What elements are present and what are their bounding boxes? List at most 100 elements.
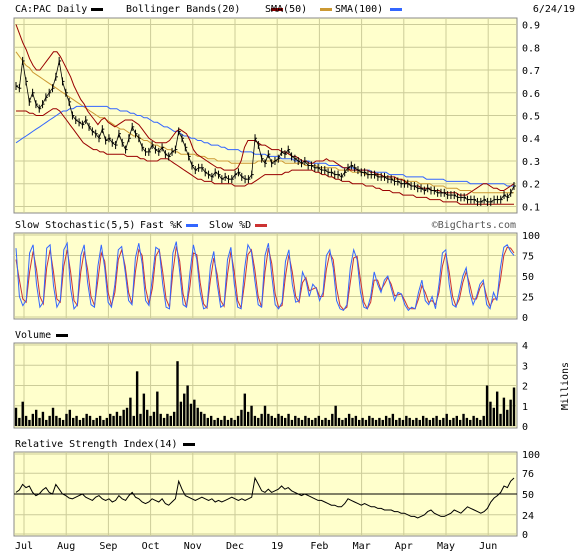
volume-bar	[415, 417, 418, 426]
volume-bar	[337, 417, 341, 426]
volume-bar	[45, 419, 48, 426]
value-tick-label: 50	[522, 490, 534, 501]
volume-bar	[469, 419, 472, 426]
volume-bar	[432, 417, 435, 426]
volume-bar	[341, 419, 344, 426]
volume-bar	[462, 413, 465, 426]
volume-bar	[162, 417, 166, 426]
month-tick-label: Oct	[142, 541, 160, 552]
volume-bar	[129, 397, 132, 426]
value-tick-label: 75	[522, 252, 534, 263]
volume-bar	[502, 397, 506, 426]
volume-bar	[358, 419, 361, 426]
month-tick-label: Jul	[15, 541, 33, 552]
volume-bar	[88, 415, 92, 426]
volume-bar	[209, 415, 213, 426]
volume-bar	[75, 415, 78, 426]
value-tick-label: 0.7	[522, 66, 540, 77]
volume-bar	[260, 413, 263, 426]
volume-bar	[290, 419, 294, 426]
volume-bar	[34, 409, 38, 426]
volume-bar	[18, 417, 21, 426]
volume-bar	[51, 407, 55, 426]
volume-bar	[381, 419, 384, 426]
volume-bar	[445, 413, 448, 426]
sma50-label: SMA(50)	[265, 4, 307, 15]
volume-bar	[196, 407, 199, 426]
volume-bar	[368, 415, 371, 426]
volume-bar	[193, 399, 196, 426]
volume-bar	[391, 413, 395, 426]
volume-bar	[287, 413, 290, 426]
value-tick-label: 2	[522, 382, 528, 393]
volume-bar	[263, 405, 267, 426]
month-tick-label: 19	[271, 541, 283, 552]
month-tick-label: Feb	[310, 541, 328, 552]
volume-bar	[186, 385, 189, 426]
volume-bar	[236, 415, 240, 426]
sma100-legend-swatch	[390, 8, 402, 11]
stoch-fast-line	[15, 241, 515, 312]
value-tick-label: 0	[522, 422, 528, 433]
volume-bar	[304, 415, 307, 426]
volume-bar	[31, 413, 35, 426]
volume-bar	[388, 417, 391, 426]
volume-bar	[65, 413, 68, 426]
rsi-swatch	[183, 443, 195, 446]
volume-bar	[492, 407, 496, 426]
value-tick-label: 3	[522, 361, 528, 372]
volume-bar	[479, 419, 482, 426]
sma50-legend-swatch	[320, 8, 332, 11]
volume-bar	[347, 413, 351, 426]
volume-bar	[283, 417, 287, 426]
volume-bar	[405, 415, 408, 426]
date-label: 6/24/19	[533, 4, 575, 15]
bollinger-label: Bollinger Bands(20)	[126, 4, 240, 15]
month-tick-label: Jun	[479, 541, 497, 552]
month-tick-label: Apr	[395, 541, 413, 552]
volume-bar	[159, 413, 162, 426]
volume-bar	[109, 413, 112, 426]
volume-bar	[216, 417, 220, 426]
volume-bar	[344, 417, 347, 426]
volume-bar	[411, 419, 415, 426]
volume-bar	[28, 419, 31, 426]
value-tick-label: 1	[522, 402, 528, 413]
symbol-label: CA:PAC Daily	[15, 4, 87, 15]
volume-bar	[506, 409, 509, 426]
rsi-line	[15, 476, 515, 519]
volume-bar	[465, 417, 469, 426]
month-tick-label: Sep	[99, 541, 117, 552]
volume-bar	[334, 405, 337, 426]
value-tick-label: 24	[522, 511, 534, 522]
volume-bar	[300, 419, 304, 426]
volume-bar	[310, 419, 314, 426]
bollinger-lower-line	[16, 108, 514, 205]
volume-bar	[169, 415, 172, 426]
volume-bar	[132, 415, 135, 426]
volume-bar	[324, 417, 327, 426]
month-tick-label: Mar	[353, 541, 371, 552]
axes-layer: Jul Aug Sep Oct Nov Dec 19 Feb Mar Apr May Jun 0.1 0.…	[15, 21, 540, 552]
volume-bar	[183, 393, 186, 426]
value-tick-label: 0.5	[522, 112, 540, 123]
volume-bar	[482, 415, 485, 426]
volume-bar	[206, 417, 209, 426]
value-tick-label: 0.4	[522, 134, 540, 145]
volume-bar	[331, 413, 334, 426]
volume-bar	[102, 419, 105, 426]
volume-bar	[223, 415, 226, 426]
volume-bar	[230, 417, 233, 426]
volume-bar	[246, 411, 250, 426]
volume-bar	[122, 409, 125, 426]
bollinger-legend-swatch	[271, 8, 283, 11]
stoch-title: Slow Stochastic(5,5)	[15, 220, 135, 231]
volume-bar	[58, 417, 61, 426]
volume-bar	[489, 401, 492, 426]
volume-bar	[226, 419, 230, 426]
volume-swatch	[56, 334, 68, 337]
volume-bar	[395, 419, 398, 426]
sma100-label: SMA(100)	[335, 4, 383, 15]
volume-bar	[452, 417, 455, 426]
volume-bar	[321, 419, 324, 426]
